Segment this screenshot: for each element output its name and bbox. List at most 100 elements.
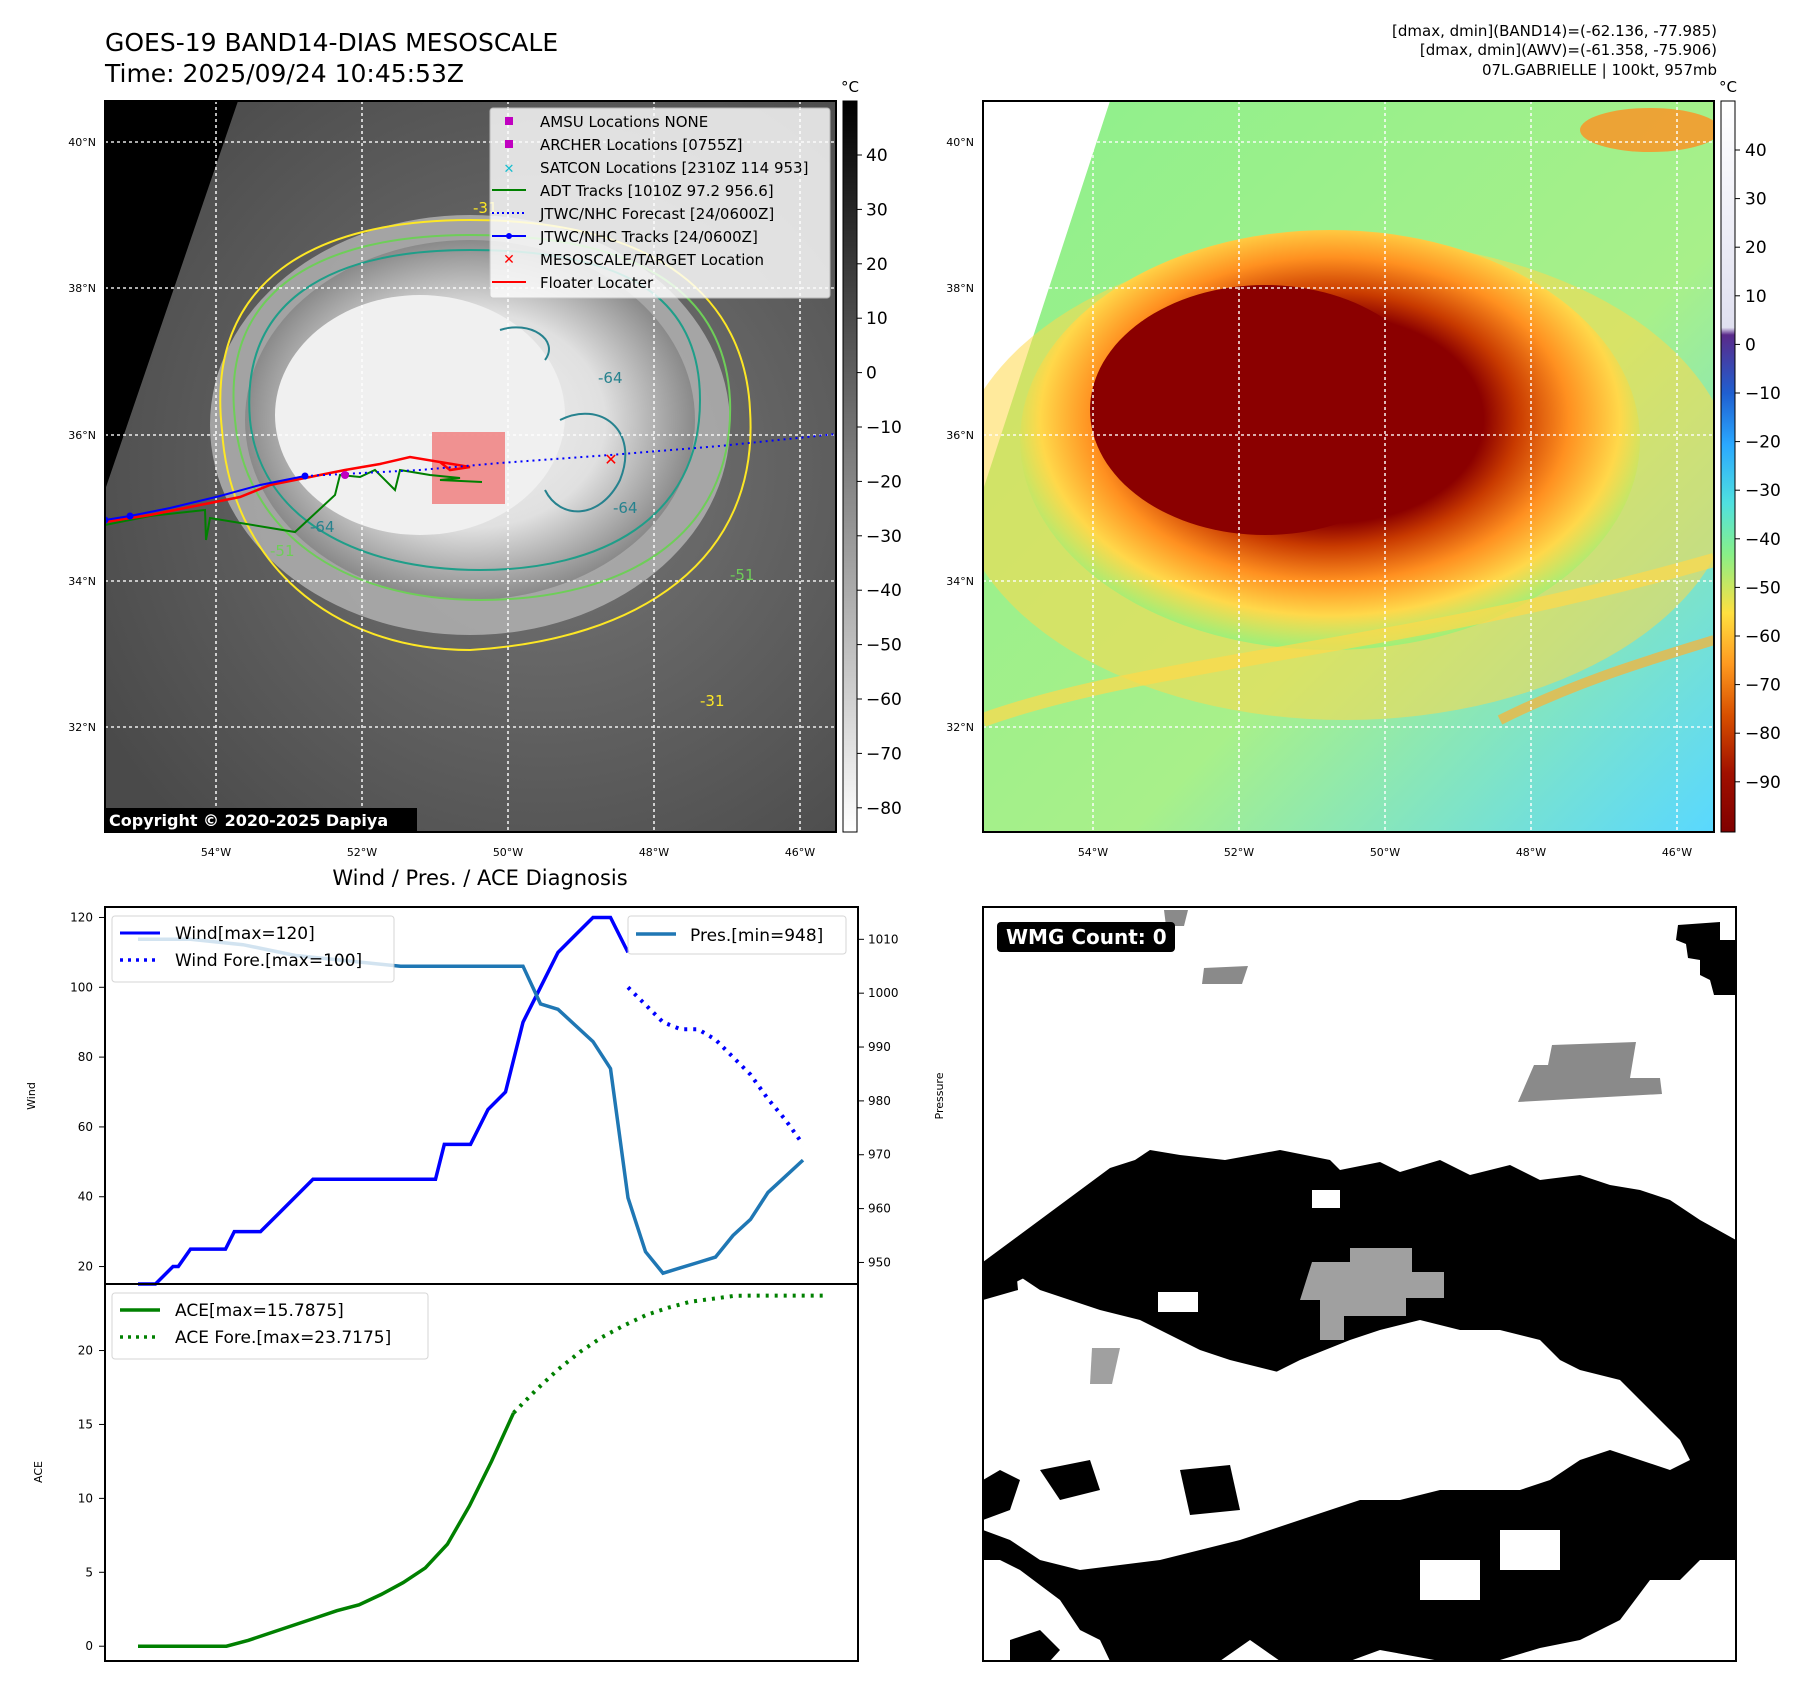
- ir-colorbar-tick-label: −40: [866, 581, 902, 601]
- target-marker: ✕: [604, 450, 617, 469]
- awv-colorbar-tick-label: −30: [1745, 481, 1781, 501]
- svg-text:36°N: 36°N: [946, 429, 974, 442]
- info-line-1: [dmax, dmin](BAND14)=(-62.136, -77.985): [1392, 22, 1717, 40]
- ir-lon-labels: 54°W 52°W 50°W 48°W 46°W: [201, 846, 815, 859]
- svg-text:40°N: 40°N: [946, 136, 974, 149]
- pressure-tick-label: 950: [868, 1255, 891, 1269]
- ir-colorbar-tick-label: −20: [866, 472, 902, 492]
- map-legend: ✕ ✕ AMSU Locations NONE ARCHER Locations…: [489, 107, 831, 299]
- ir-colorbar-tick-label: −10: [866, 418, 902, 438]
- title-line-2: Time: 2025/09/24 10:45:53Z: [105, 59, 464, 88]
- ace-axis-label: ACE: [32, 1461, 45, 1483]
- ir-colorbar-tick-label: −30: [866, 527, 902, 547]
- archer-marker: [341, 471, 349, 479]
- awv-colorbar-tick-label: 0: [1745, 335, 1756, 355]
- ir-colorbar-tick-label: −70: [866, 744, 902, 764]
- ace-forecast-legend-label: ACE Fore.[max=23.7175]: [175, 1328, 391, 1348]
- ir-map-frame: [104, 100, 837, 833]
- series-line-pres: [138, 937, 805, 1276]
- svg-text:46°W: 46°W: [1662, 846, 1692, 859]
- floater-locater-track: [105, 455, 471, 524]
- ir-colorbar-tick-label: 20: [866, 255, 888, 275]
- wind-axis-label: Wind: [25, 1082, 38, 1110]
- ir-colorbar-unit: °C: [841, 78, 859, 96]
- contour-label: -64: [310, 518, 335, 536]
- ir-colorbar-ticks: 40 30 20 10 0 −10 −20 −30 −40 −50 −60 −70 −80: [857, 146, 902, 819]
- legend-label: ADT Tracks [1010Z 97.2 956.6]: [540, 182, 774, 200]
- svg-text:32°N: 32°N: [946, 721, 974, 734]
- ace-tick-label: 20: [78, 1344, 93, 1358]
- awv-colorbar-tick-label: −40: [1745, 530, 1781, 550]
- pressure-legend-label: Pres.[min=948]: [690, 926, 823, 946]
- svg-text:48°W: 48°W: [639, 846, 669, 859]
- contour-label: -51: [730, 566, 755, 584]
- contour-label: -51: [270, 542, 295, 560]
- awv-colorbar-tick-label: 30: [1745, 190, 1767, 210]
- pressure-tick-label: 970: [868, 1148, 891, 1162]
- ir-colorbar-tick-label: −60: [866, 690, 902, 710]
- svg-text:34°N: 34°N: [68, 575, 96, 588]
- awv-colorbar-tick-label: 10: [1745, 287, 1767, 307]
- wind-tick-label: 40: [78, 1190, 93, 1204]
- awv-colorbar-tick-label: 20: [1745, 238, 1767, 258]
- awv-colorbar-tick-label: 40: [1745, 141, 1767, 161]
- awv-lat-labels: 40°N 38°N 36°N 34°N 32°N: [946, 136, 974, 734]
- ir-lat-labels: 40°N 38°N 36°N 34°N 32°N: [68, 136, 96, 734]
- wind-tick-label: 100: [70, 980, 93, 994]
- wmg-count-badge: [997, 922, 1175, 952]
- pressure-tick-label: 980: [868, 1094, 891, 1108]
- wind-forecast-legend-label: Wind Fore.[max=100]: [175, 951, 362, 971]
- info-line-2: [dmax, dmin](AWV)=(-61.358, -75.906): [1419, 41, 1717, 59]
- wmg-panel: [983, 907, 1736, 1661]
- awv-map: [983, 101, 1714, 832]
- awv-colorbar-tick-label: −50: [1745, 578, 1781, 598]
- contour-label: -64: [613, 499, 638, 517]
- svg-text:46°W: 46°W: [785, 846, 815, 859]
- diag-chart-title: Wind / Pres. / ACE Diagnosis: [332, 866, 627, 890]
- target-legend-icon: ✕: [503, 252, 515, 268]
- adt-track: [105, 468, 483, 541]
- info-line-3: 07L.GABRIELLE | 100kt, 957mb: [1482, 61, 1717, 79]
- copyright-text: Copyright © 2020-2025 Dapiya: [109, 811, 388, 830]
- ace-tick-label: 0: [85, 1639, 93, 1653]
- contour-label: -64: [598, 369, 623, 387]
- jtwc-track: [105, 475, 306, 521]
- pressure-legend: Pres.[min=948]: [627, 915, 847, 955]
- pressure-tick-label: 960: [868, 1202, 891, 1216]
- ace-legend-label: ACE[max=15.7875]: [175, 1301, 344, 1321]
- awv-colorbar-unit: °C: [1719, 78, 1737, 96]
- wind-tick-label: 20: [78, 1260, 93, 1274]
- ir-colorbar: [842, 100, 858, 833]
- wind-tick-label: 120: [70, 910, 93, 924]
- archer-legend-icon: [505, 140, 513, 148]
- awv-colorbar: [1720, 100, 1736, 833]
- awv-lon-labels: 54°W 52°W 50°W 48°W 46°W: [1078, 846, 1692, 859]
- ir-colorbar-tick-label: 0: [866, 364, 877, 384]
- title-line-1: GOES-19 BAND14-DIAS MESOSCALE: [105, 28, 559, 57]
- wmg-count-label: WMG Count: 0: [1006, 925, 1167, 949]
- svg-text:52°W: 52°W: [1224, 846, 1254, 859]
- series-line-ace: [138, 1412, 516, 1648]
- wind-legend-label: Wind[max=120]: [175, 924, 315, 944]
- pressure-axis-label: Pressure: [933, 1072, 946, 1119]
- svg-text:50°W: 50°W: [493, 846, 523, 859]
- svg-text:50°W: 50°W: [1370, 846, 1400, 859]
- satcon-legend-icon: ✕: [504, 162, 515, 177]
- ace-legend: ACE[max=15.7875] ACE Fore.[max=23.7175]: [111, 1292, 429, 1360]
- pressure-tick-label: 1010: [868, 932, 899, 946]
- svg-text:38°N: 38°N: [946, 282, 974, 295]
- ir-map: ✕ -64 -64 -64 -51 -51 -31 -31: [105, 101, 836, 832]
- awv-colorbar-tick-label: −10: [1745, 384, 1781, 404]
- ir-colorbar-tick-label: −50: [866, 636, 902, 656]
- legend-label: JTWC/NHC Forecast [24/0600Z]: [539, 205, 774, 223]
- awv-map-frame: [982, 100, 1715, 833]
- legend-label: ARCHER Locations [0755Z]: [540, 136, 743, 154]
- awv-colorbar-tick-label: −70: [1745, 676, 1781, 696]
- copyright-badge: [105, 808, 417, 832]
- awv-colorbar-tick-label: −90: [1745, 773, 1781, 793]
- series-line-wind: [138, 915, 630, 1286]
- legend-label: SATCON Locations [2310Z 114 953]: [540, 159, 808, 177]
- legend-label: AMSU Locations NONE: [540, 113, 708, 131]
- svg-text:34°N: 34°N: [946, 575, 974, 588]
